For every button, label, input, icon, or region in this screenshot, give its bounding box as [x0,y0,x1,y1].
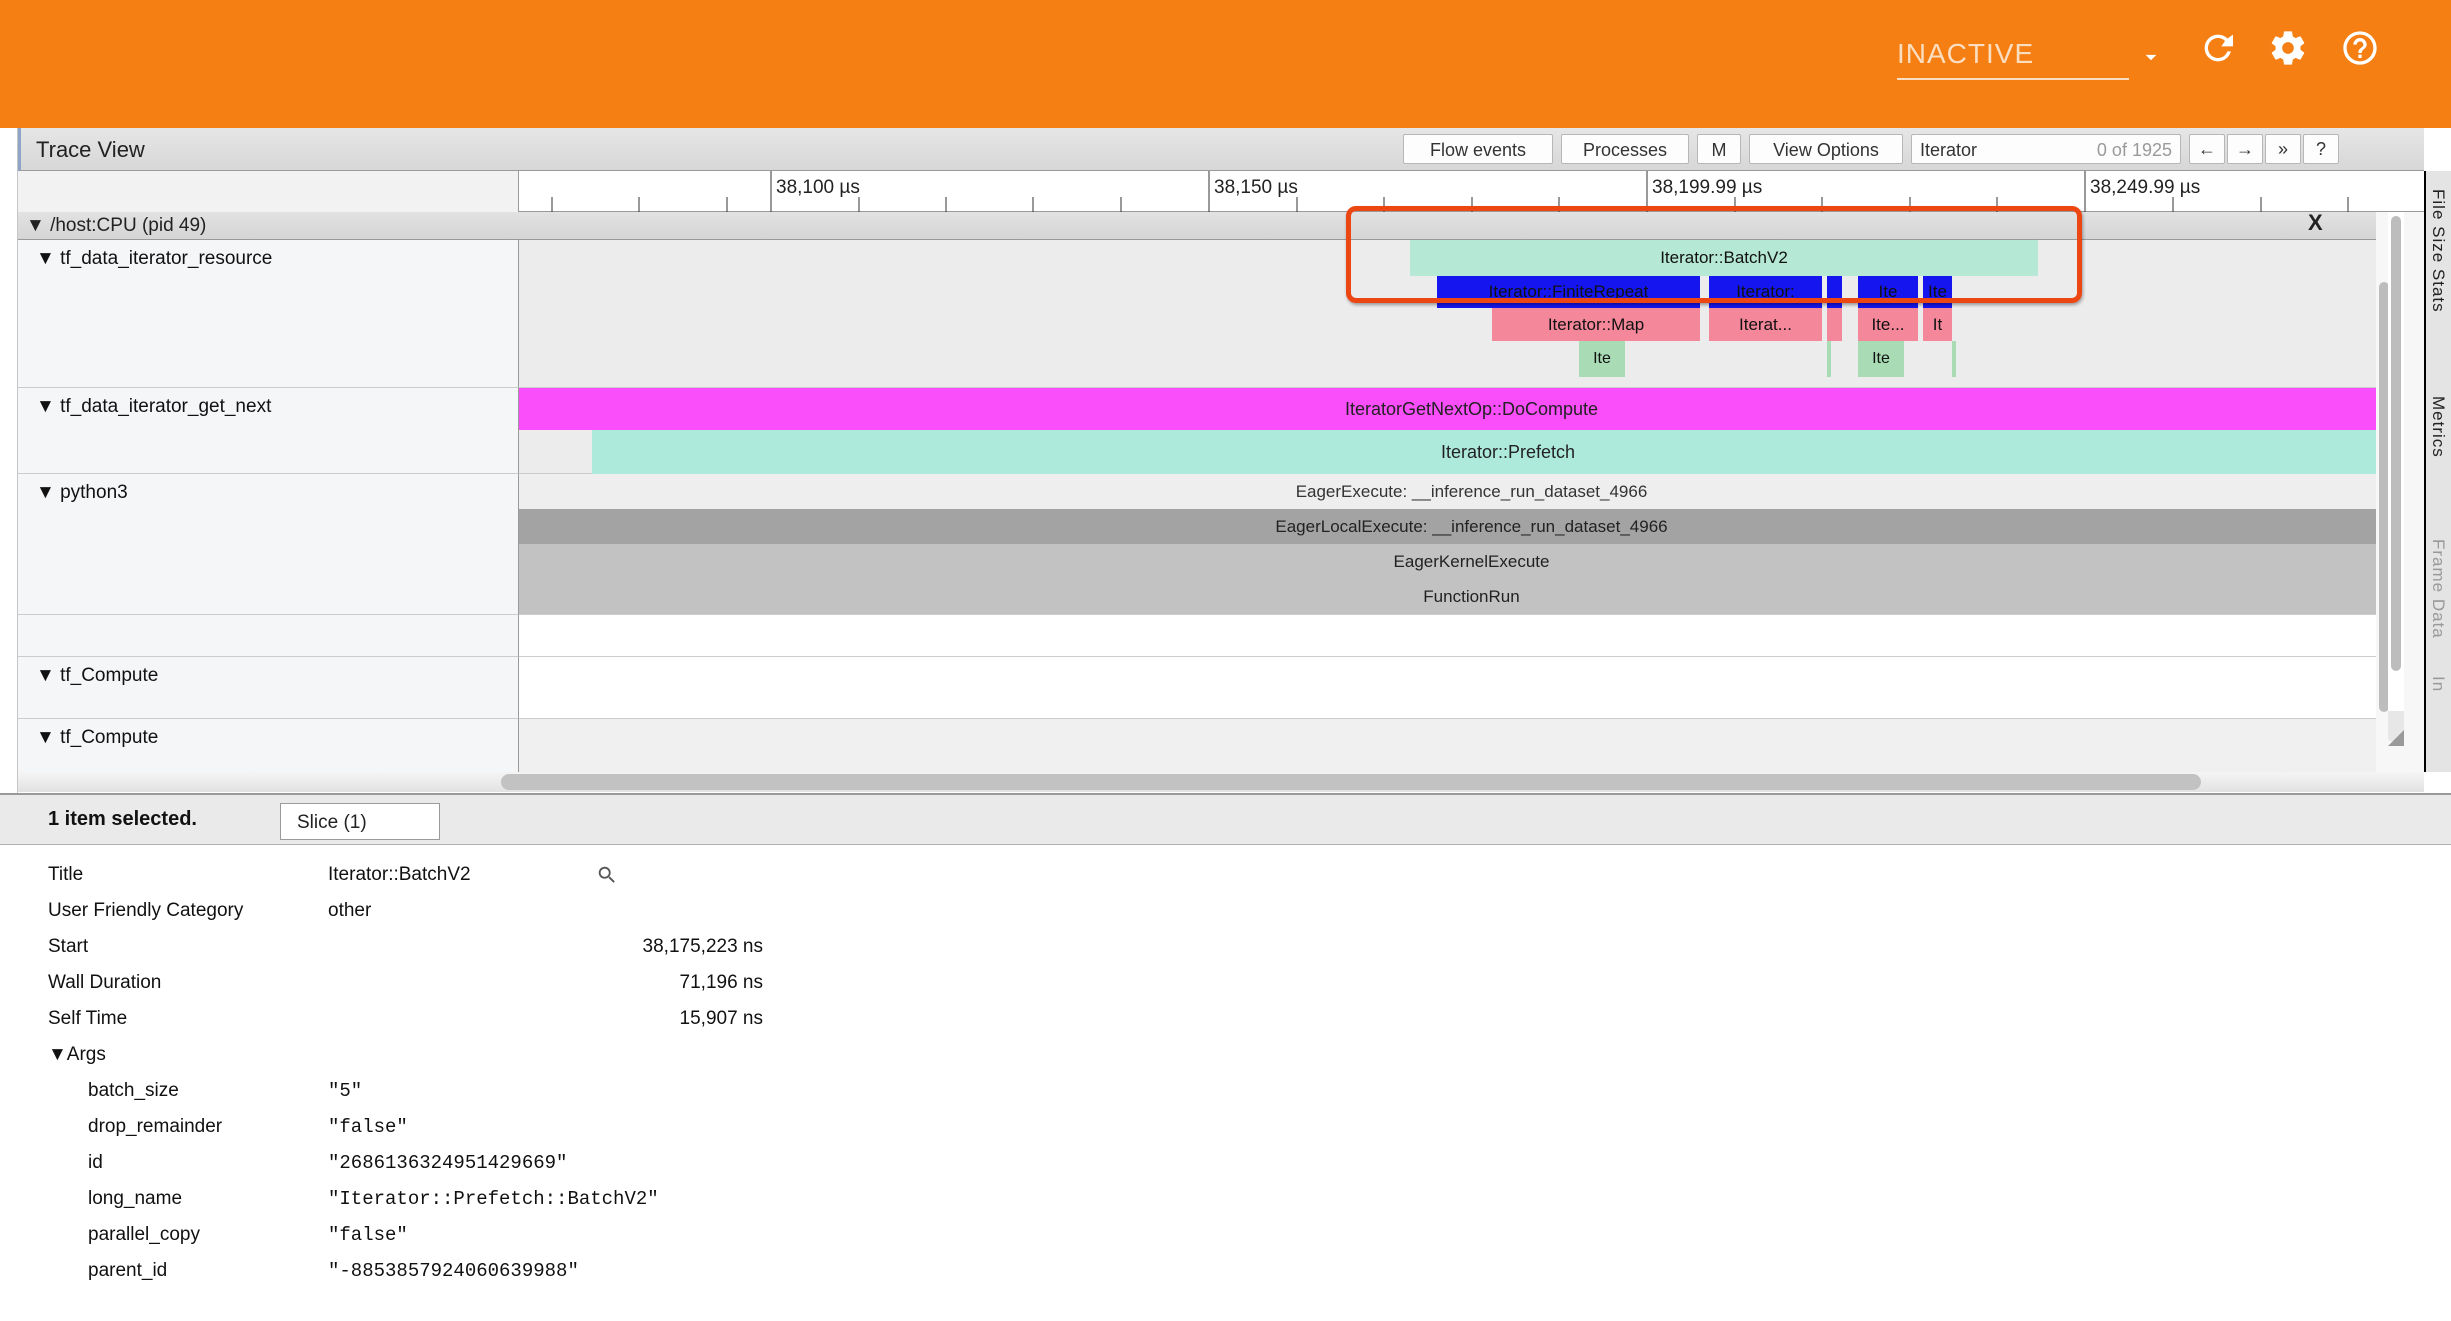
svg-text:38,199.99 µs: 38,199.99 µs [1652,177,1762,198]
svg-text:38,249.99 µs: 38,249.99 µs [2090,177,2200,198]
svg-text:38,150 µs: 38,150 µs [1214,177,1298,198]
svg-text:38,100 µs: 38,100 µs [776,177,860,198]
